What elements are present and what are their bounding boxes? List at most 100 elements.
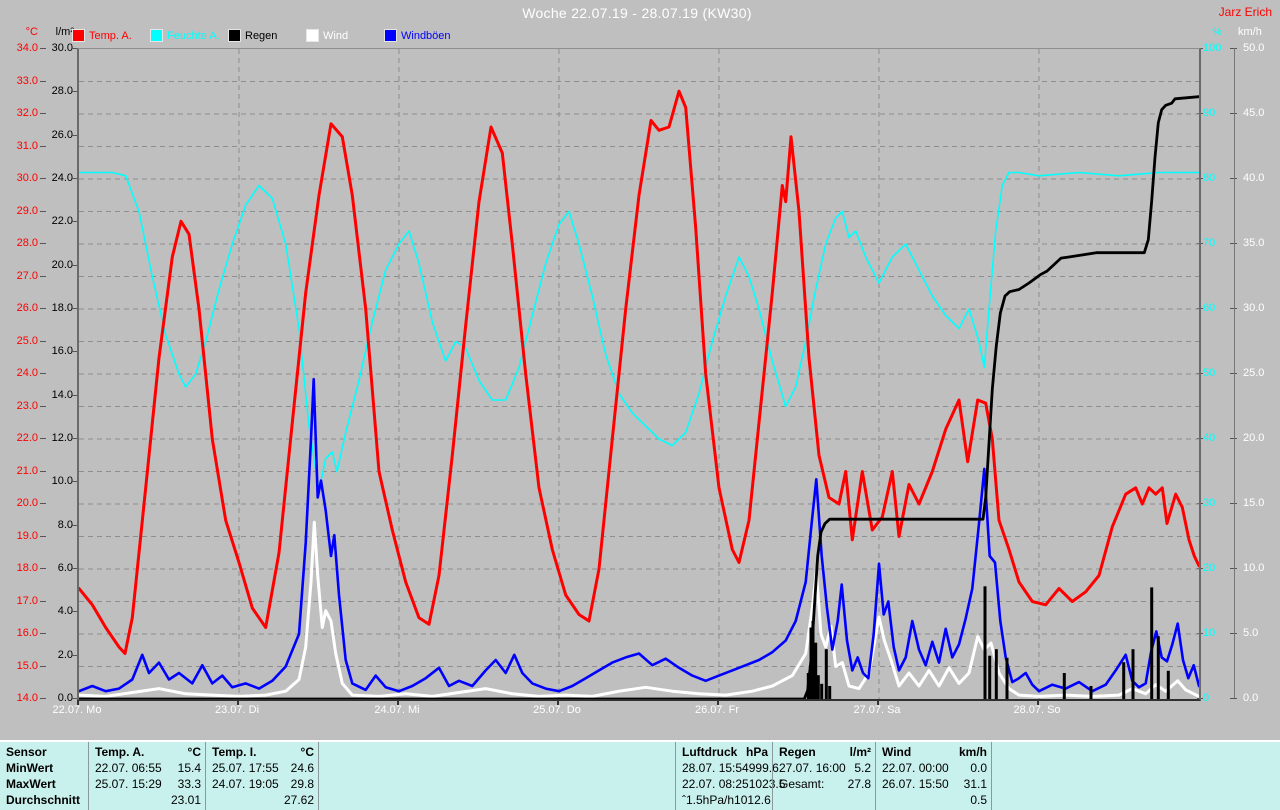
rain-bar bbox=[1122, 662, 1126, 699]
axis-tick-label: 12.0 bbox=[51, 432, 73, 444]
axis-tick bbox=[1230, 438, 1237, 439]
percent-axis-header: % bbox=[1212, 26, 1222, 38]
stats-cell-datetime: 22.07. 06:55 bbox=[95, 761, 162, 775]
stats-row-label: Durchschnitt bbox=[6, 793, 81, 807]
series-windb-en bbox=[79, 377, 1199, 693]
axis-tick-label: 100 bbox=[1203, 42, 1222, 54]
axis-tick-label: 22.0 bbox=[51, 215, 73, 228]
axis-tick-label: 35.0 bbox=[1243, 237, 1265, 249]
axis-tick-label: 10 bbox=[1203, 627, 1216, 639]
axis-tick bbox=[40, 373, 46, 374]
rain-bar bbox=[816, 675, 820, 699]
axis-tick-label: 34.0 bbox=[16, 42, 38, 54]
rain-bar bbox=[820, 683, 824, 699]
axis-tick bbox=[1230, 113, 1237, 114]
axis-tick-label: 10.0 bbox=[51, 475, 73, 488]
axis-tick bbox=[1230, 308, 1237, 309]
statistics-table: Sensor MinWert MaxWert Durchschnitt Temp. A.… bbox=[0, 740, 1280, 810]
axis-tick-label: 23.0 bbox=[16, 399, 38, 412]
series-wind bbox=[79, 520, 1199, 698]
axis-tick bbox=[1230, 633, 1237, 634]
legend-swatch bbox=[384, 29, 397, 42]
kmh-axis-header: km/h bbox=[1238, 26, 1262, 38]
stats-trailing-spacer bbox=[991, 742, 1276, 810]
axis-tick-label: 19.0 bbox=[16, 529, 38, 542]
axis-tick bbox=[40, 633, 46, 634]
axis-tick bbox=[71, 394, 77, 396]
x-axis-tick bbox=[397, 700, 399, 705]
axis-tick bbox=[71, 134, 77, 136]
page-title: Woche 22.07.19 - 28.07.19 (KW30) bbox=[522, 5, 752, 21]
stats-column-name: Wind bbox=[882, 745, 912, 759]
axis-tick-label: 14.0 bbox=[51, 388, 73, 401]
axis-tick bbox=[40, 340, 46, 342]
legend-label: Temp. A. bbox=[89, 29, 132, 42]
axis-tick bbox=[71, 524, 77, 526]
axis-tick-label: 40.0 bbox=[1243, 172, 1265, 184]
series-feuchte-a- bbox=[79, 171, 1199, 492]
rain-bar bbox=[814, 642, 818, 699]
x-axis-day-label: 25.07. Do bbox=[533, 704, 581, 716]
stats-cell-datetime: 26.07. 15:50 bbox=[882, 777, 949, 791]
axis-tick bbox=[40, 600, 46, 602]
rain-bar bbox=[828, 686, 832, 699]
stats-cell-value: 999.6 bbox=[748, 761, 779, 775]
axis-tick-label: 70 bbox=[1203, 237, 1216, 249]
rain-bar bbox=[1150, 587, 1154, 699]
axis-tick bbox=[1230, 373, 1237, 374]
legend-item-wind: Wind bbox=[306, 29, 384, 42]
axis-tick bbox=[71, 48, 77, 49]
stats-cell-value: 1012.6 bbox=[734, 793, 771, 807]
axis-tick-label: 10.0 bbox=[1243, 562, 1265, 574]
axis-tick bbox=[71, 221, 77, 223]
legend-swatch bbox=[228, 29, 241, 42]
axis-tick bbox=[71, 568, 77, 569]
stats-spacer-column bbox=[318, 742, 675, 810]
axis-tick-label: 80 bbox=[1203, 172, 1216, 184]
axis-tick-label: 26.0 bbox=[51, 128, 73, 141]
axis-tick bbox=[40, 210, 46, 212]
stats-cell-datetime: 24.07. 19:05 bbox=[212, 777, 279, 791]
x-axis-day-label: 26.07. Fr bbox=[694, 704, 740, 716]
axis-tick-label: 30.0 bbox=[16, 172, 38, 184]
axis-tick bbox=[40, 568, 46, 569]
axis-tick-label: 0.0 bbox=[1243, 692, 1259, 704]
stats-cell-value: 5.2 bbox=[854, 761, 871, 775]
axis-tick-label: 60 bbox=[1203, 302, 1216, 314]
axis-tick-label: 50.0 bbox=[1243, 42, 1265, 54]
series-regen-summe- bbox=[79, 95, 1199, 699]
axis-tick-label: 6.0 bbox=[57, 562, 73, 574]
axis-tick-label: 28.0 bbox=[51, 85, 73, 98]
stats-column-name: Luftdruck bbox=[682, 745, 738, 759]
axis-tick-label: 14.0 bbox=[16, 692, 38, 704]
x-axis-day-label: 24.07. Mi bbox=[374, 704, 420, 716]
axis-tick-label: 5.0 bbox=[1243, 627, 1259, 639]
stats-cell-value: 23.01 bbox=[170, 793, 201, 807]
axis-tick-label: 20.0 bbox=[1243, 432, 1265, 444]
axis-tick-label: 26.0 bbox=[16, 302, 38, 314]
axis-tick-label: 45.0 bbox=[1243, 107, 1265, 119]
legend-swatch bbox=[72, 29, 85, 42]
legend-label: Windböen bbox=[401, 29, 451, 42]
axis-tick bbox=[71, 264, 77, 266]
rain-bar bbox=[994, 649, 998, 699]
x-axis-day-label: 22.07. Mo bbox=[52, 704, 102, 716]
axis-tick-label: 29.0 bbox=[16, 204, 38, 217]
axis-tick bbox=[71, 91, 77, 93]
x-axis-tick bbox=[557, 700, 559, 705]
stats-cell-datetime: Gesamt: bbox=[779, 777, 825, 791]
rain-bar bbox=[1089, 686, 1093, 699]
station-owner-label: Jarz Erich bbox=[1218, 5, 1272, 19]
x-axis-tick bbox=[77, 700, 79, 705]
axis-tick-label: 16.0 bbox=[51, 345, 73, 358]
stats-cell-value: 1023.5 bbox=[748, 777, 786, 791]
stats-column-unit: hPa bbox=[745, 745, 768, 759]
axis-tick-label: 15.0 bbox=[1243, 497, 1265, 509]
axis-tick-label: 30.0 bbox=[51, 42, 73, 54]
axis-tick-label: 40 bbox=[1203, 432, 1216, 444]
axis-tick-label: 90 bbox=[1203, 107, 1216, 119]
stats-cell-datetime: 22.07. 00:00 bbox=[882, 761, 949, 775]
axis-tick-label: 32.0 bbox=[16, 107, 38, 119]
stats-column-name: Regen bbox=[779, 745, 816, 759]
